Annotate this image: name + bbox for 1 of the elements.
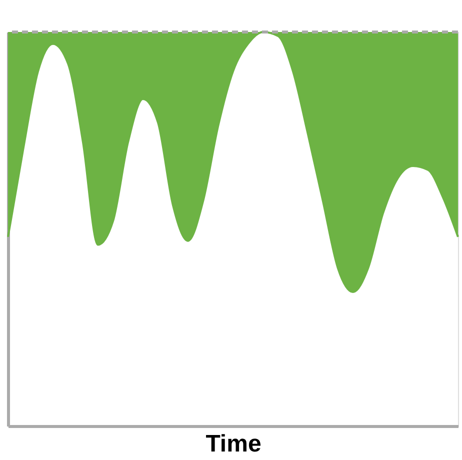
x-axis-title: Time [206, 430, 262, 458]
